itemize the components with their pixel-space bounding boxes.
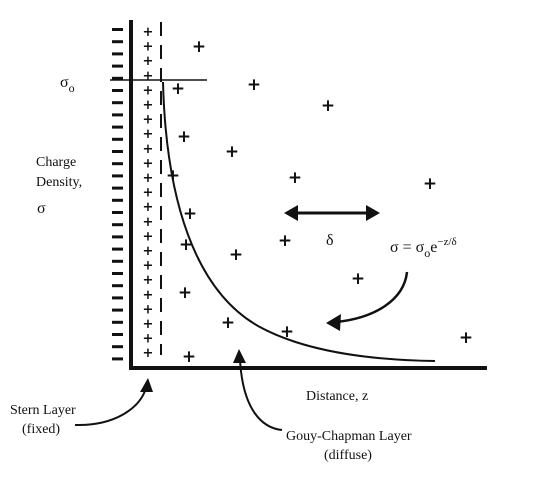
- negative-charge: [112, 174, 123, 178]
- positive-charge: +: [143, 259, 154, 274]
- positive-charge: +: [280, 322, 294, 342]
- gouy-chapman-sublabel: (diffuse): [324, 448, 372, 463]
- negative-charge: [112, 125, 123, 129]
- negative-charge: [112, 272, 123, 275]
- sigma-o-label: σo: [60, 74, 75, 95]
- positive-charge: +: [423, 174, 437, 194]
- negative-charge: [112, 64, 123, 68]
- negative-charge: [112, 259, 123, 263]
- negative-charge: [112, 235, 123, 239]
- negative-charge: [112, 211, 123, 214]
- positive-charge: +: [278, 231, 292, 251]
- negative-charge: [112, 162, 123, 166]
- positive-charge: +: [321, 96, 335, 116]
- decay-curve: [162, 81, 436, 362]
- positive-charge: +: [192, 37, 206, 57]
- positive-charge: +: [143, 98, 154, 113]
- positive-charge: +: [178, 283, 192, 303]
- positive-charge: +: [143, 302, 154, 317]
- positive-charge: +: [182, 347, 196, 367]
- stern-layer-label: Stern Layer: [10, 403, 76, 418]
- positive-charge: +: [166, 166, 180, 186]
- negative-charge: [112, 101, 123, 105]
- positive-charge: +: [229, 245, 243, 265]
- negative-charge: [112, 320, 123, 324]
- equation-arrowhead: [326, 314, 341, 331]
- negative-charge: [112, 296, 123, 300]
- decay-equation: σ = σoe−z/δ: [390, 236, 457, 260]
- delta-arrowhead-left: [284, 205, 298, 221]
- negative-charge: [112, 89, 123, 92]
- charge-density-label-line1: Charge: [36, 155, 76, 170]
- gouy-arrow: [239, 359, 283, 431]
- positive-charge: +: [143, 25, 154, 40]
- positive-charge: +: [143, 229, 154, 244]
- delta-arrowhead-right: [366, 205, 380, 221]
- positive-charge: +: [143, 142, 154, 157]
- negative-charge: [112, 345, 123, 349]
- positive-charge: +: [143, 200, 154, 215]
- negative-charge: [112, 247, 123, 251]
- delta-label: δ: [326, 232, 334, 249]
- negative-charge: [112, 284, 123, 288]
- negative-charge: [112, 333, 123, 336]
- positive-charge: +: [143, 127, 154, 142]
- negative-charge: [112, 357, 123, 361]
- surface-negative-charges: [112, 28, 123, 361]
- positive-charge: +: [143, 113, 154, 128]
- negative-charge: [112, 223, 123, 227]
- distance-axis-label: Distance, z: [306, 389, 368, 404]
- negative-charge: [112, 76, 123, 80]
- positive-charge: +: [351, 269, 365, 289]
- stern-arrowhead: [140, 378, 153, 392]
- negative-charge: [112, 137, 123, 141]
- positive-charge: +: [177, 127, 191, 147]
- negative-charge: [112, 113, 123, 117]
- negative-charge: [112, 198, 123, 202]
- positive-charge: +: [247, 75, 261, 95]
- positive-charge: +: [288, 168, 302, 188]
- positive-charge: +: [143, 40, 154, 55]
- negative-charge: [112, 308, 123, 312]
- positive-charge: +: [225, 142, 239, 162]
- positive-charge: +: [143, 186, 154, 201]
- negative-charge: [112, 186, 123, 190]
- positive-charge: +: [143, 69, 154, 84]
- positive-charge: +: [143, 156, 154, 171]
- positive-charge: +: [143, 332, 154, 347]
- stern-layer-charges: +++++++++++++++++++++++: [143, 25, 154, 361]
- positive-charge: +: [143, 346, 154, 361]
- positive-charge: +: [183, 204, 197, 224]
- positive-charge: +: [143, 171, 154, 186]
- negative-charge: [112, 52, 123, 56]
- positive-charge: +: [143, 83, 154, 98]
- positive-charge: +: [459, 328, 473, 348]
- positive-charge: +: [171, 79, 185, 99]
- charge-density-symbol: σ: [37, 200, 46, 217]
- negative-charge: [112, 28, 123, 31]
- negative-charge: [112, 150, 123, 153]
- positive-charge: +: [143, 317, 154, 332]
- gouy-arrowhead: [233, 349, 246, 363]
- stern-layer-sublabel: (fixed): [22, 422, 60, 437]
- positive-charge: +: [143, 273, 154, 288]
- diffuse-layer-charges: ++ +++++ + ++++ ++++ + ++: [166, 37, 473, 367]
- positive-charge: +: [143, 244, 154, 259]
- positive-charge: +: [143, 288, 154, 303]
- positive-charge: +: [143, 215, 154, 230]
- stern-arrow: [74, 387, 147, 427]
- gouy-chapman-label: Gouy-Chapman Layer: [286, 429, 412, 444]
- positive-charge: +: [221, 313, 235, 333]
- charge-density-label-line2: Density,: [36, 175, 82, 190]
- negative-charge: [112, 40, 123, 44]
- positive-charge: +: [143, 54, 154, 69]
- positive-charge: +: [179, 235, 193, 255]
- equation-arrow: [335, 271, 409, 324]
